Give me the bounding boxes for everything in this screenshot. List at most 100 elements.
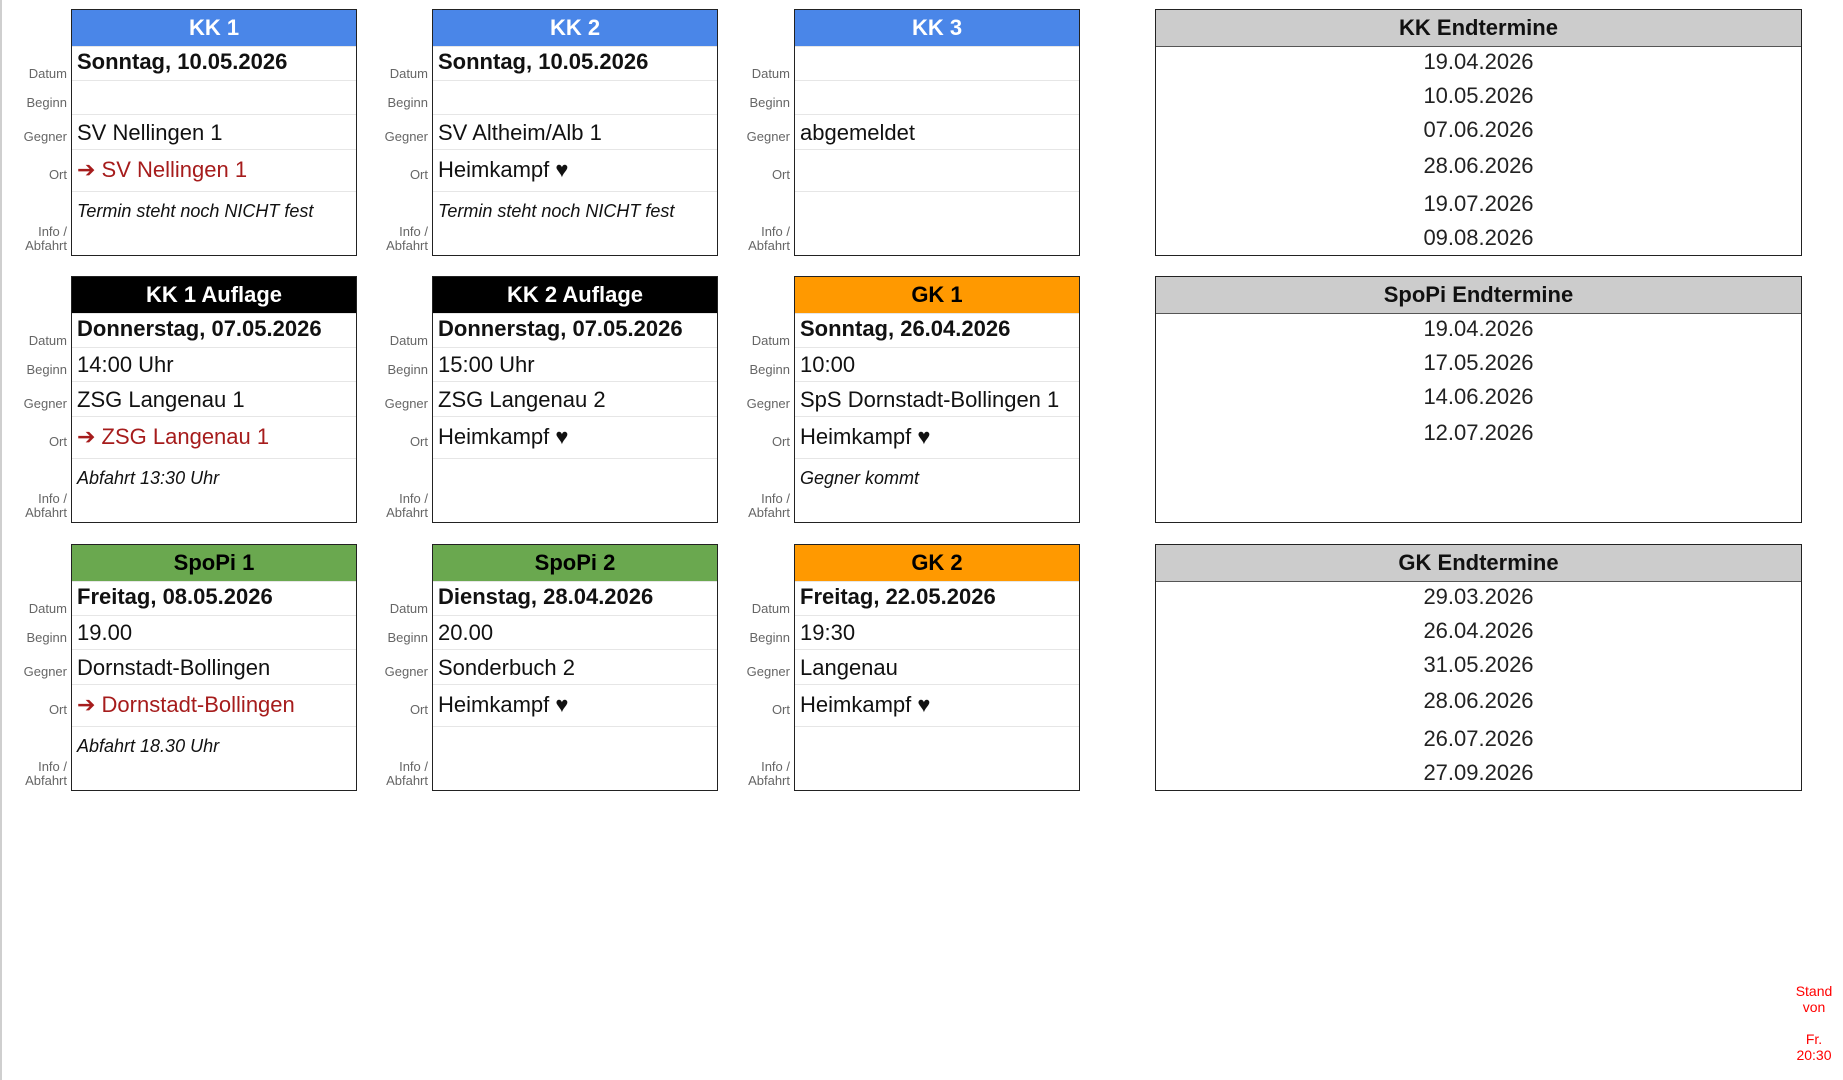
label-ort: Ort <box>48 434 67 449</box>
card-beginn <box>72 80 356 114</box>
end-date: 14.06.2026 <box>1423 384 1534 409</box>
card-title: KK 2 Auflage <box>433 277 717 313</box>
end-date: 26.07.2026 <box>1423 726 1534 751</box>
label-info: Info / <box>399 491 428 506</box>
label-info: Info / <box>761 224 790 239</box>
row-labels: Datum Beginn Gegner Ort Info / Abfahrt <box>5 544 67 791</box>
label-abfahrt: Abfahrt <box>748 238 790 253</box>
card-ort: ➔ Dornstadt-Bollingen <box>72 684 356 726</box>
card-title: GK 2 <box>795 545 1079 581</box>
card-gegner: Dornstadt-Bollingen <box>72 649 356 684</box>
label-ort: Ort <box>409 434 428 449</box>
card-info: Abfahrt 13:30 Uhr <box>72 458 356 524</box>
card-info <box>795 191 1079 257</box>
end-date: 17.05.2026 <box>1423 350 1534 375</box>
label-info: Info / <box>38 759 67 774</box>
card-info <box>433 458 717 524</box>
label-gegner: Gegner <box>23 129 67 144</box>
card-title: KK 2 <box>433 10 717 46</box>
card-info <box>795 726 1079 792</box>
label-ort: Ort <box>409 167 428 182</box>
end-date: 28.06.2026 <box>1423 688 1534 713</box>
end-date: 19.04.2026 <box>1423 49 1534 74</box>
card-gegner: Sonderbuch 2 <box>433 649 717 684</box>
team-card: SpoPi 2 Dienstag, 28.04.2026 20.00 Sonderbu… <box>432 544 718 791</box>
card-datum: Dienstag, 28.04.2026 <box>433 581 717 615</box>
label-gegner: Gegner <box>746 396 790 411</box>
end-date: 07.06.2026 <box>1423 117 1534 142</box>
label-datum: Datum <box>751 66 790 81</box>
end-date: 26.04.2026 <box>1423 618 1534 643</box>
card-beginn: 19.00 <box>72 615 356 649</box>
label-datum: Datum <box>389 333 428 348</box>
card-title: KK 3 <box>795 10 1079 46</box>
card-beginn: 10:00 <box>795 347 1079 381</box>
label-gegner: Gegner <box>384 129 428 144</box>
card-gegner: SpS Dornstadt-Bollingen 1 <box>795 381 1079 416</box>
end-date: 29.03.2026 <box>1423 584 1534 609</box>
endtermine-box: SpoPi Endtermine 19.04.2026 17.05.2026 14.0… <box>1155 276 1802 523</box>
card-title: KK 1 Auflage <box>72 277 356 313</box>
label-info: Info / <box>761 759 790 774</box>
label-abfahrt: Abfahrt <box>748 505 790 520</box>
card-datum: Sonntag, 26.04.2026 <box>795 313 1079 347</box>
card-ort: Heimkampf ♥ <box>433 684 717 726</box>
row-labels: Datum Beginn Gegner Ort Info / Abfahrt <box>366 544 428 791</box>
card-title: SpoPi 2 <box>433 545 717 581</box>
card-beginn: 15:00 Uhr <box>433 347 717 381</box>
label-beginn: Beginn <box>26 95 67 110</box>
label-abfahrt: Abfahrt <box>25 505 67 520</box>
label-datum: Datum <box>28 601 67 616</box>
stand-line: Fr. <box>1805 1031 1823 1047</box>
card-datum <box>795 46 1079 80</box>
label-info: Info / <box>761 491 790 506</box>
end-date: 28.06.2026 <box>1423 153 1534 178</box>
label-abfahrt: Abfahrt <box>386 238 428 253</box>
label-datum: Datum <box>28 333 67 348</box>
card-gegner: SV Nellingen 1 <box>72 114 356 149</box>
label-abfahrt: Abfahrt <box>748 773 790 788</box>
label-datum: Datum <box>389 66 428 81</box>
team-card: KK 1 Auflage Donnerstag, 07.05.2026 14:00 … <box>71 276 357 523</box>
label-info: Info / <box>399 759 428 774</box>
card-info <box>433 726 717 792</box>
row-labels: Datum Beginn Gegner Ort Info / Abfahrt <box>728 276 790 523</box>
row-labels: Datum Beginn Gegner Ort Info / Abfahrt <box>728 544 790 791</box>
card-info: Gegner kommt <box>795 458 1079 524</box>
card-ort: ➔ ZSG Langenau 1 <box>72 416 356 458</box>
label-beginn: Beginn <box>387 95 428 110</box>
stand-line: von <box>1802 999 1826 1015</box>
stand-note: Stand von Fr. 20:30 <box>1789 983 1839 1063</box>
card-beginn: 20.00 <box>433 615 717 649</box>
endtermine-box: KK Endtermine 19.04.2026 10.05.2026 07.06.2… <box>1155 9 1802 256</box>
card-info: Termin steht noch NICHT fest <box>72 191 356 257</box>
label-gegner: Gegner <box>746 664 790 679</box>
label-abfahrt: Abfahrt <box>386 505 428 520</box>
row-labels: Datum Beginn Gegner Ort Info / Abfahrt <box>366 9 428 256</box>
stand-line: Stand <box>1795 983 1833 999</box>
label-abfahrt: Abfahrt <box>386 773 428 788</box>
end-date: 12.07.2026 <box>1423 420 1534 445</box>
label-ort: Ort <box>48 702 67 717</box>
card-ort: Heimkampf ♥ <box>433 416 717 458</box>
label-gegner: Gegner <box>746 129 790 144</box>
card-beginn: 14:00 Uhr <box>72 347 356 381</box>
team-card: KK 3 abgemeldet <box>794 9 1080 256</box>
label-abfahrt: Abfahrt <box>25 238 67 253</box>
end-date: 19.07.2026 <box>1423 191 1534 216</box>
card-gegner: ZSG Langenau 1 <box>72 381 356 416</box>
label-datum: Datum <box>751 601 790 616</box>
label-ort: Ort <box>409 702 428 717</box>
label-beginn: Beginn <box>387 362 428 377</box>
team-card: KK 1 Sonntag, 10.05.2026 SV Nellingen 1 ➔ S… <box>71 9 357 256</box>
card-beginn: 19:30 <box>795 615 1079 649</box>
end-date: 31.05.2026 <box>1423 652 1534 677</box>
end-date: 19.04.2026 <box>1423 316 1534 341</box>
label-ort: Ort <box>771 434 790 449</box>
team-card: GK 1 Sonntag, 26.04.2026 10:00 SpS Dornstad… <box>794 276 1080 523</box>
card-title: GK 1 <box>795 277 1079 313</box>
end-date: 27.09.2026 <box>1423 760 1534 785</box>
row-labels: Datum Beginn Gegner Ort Info / Abfahrt <box>366 276 428 523</box>
end-date: 10.05.2026 <box>1423 83 1534 108</box>
label-beginn: Beginn <box>749 362 790 377</box>
